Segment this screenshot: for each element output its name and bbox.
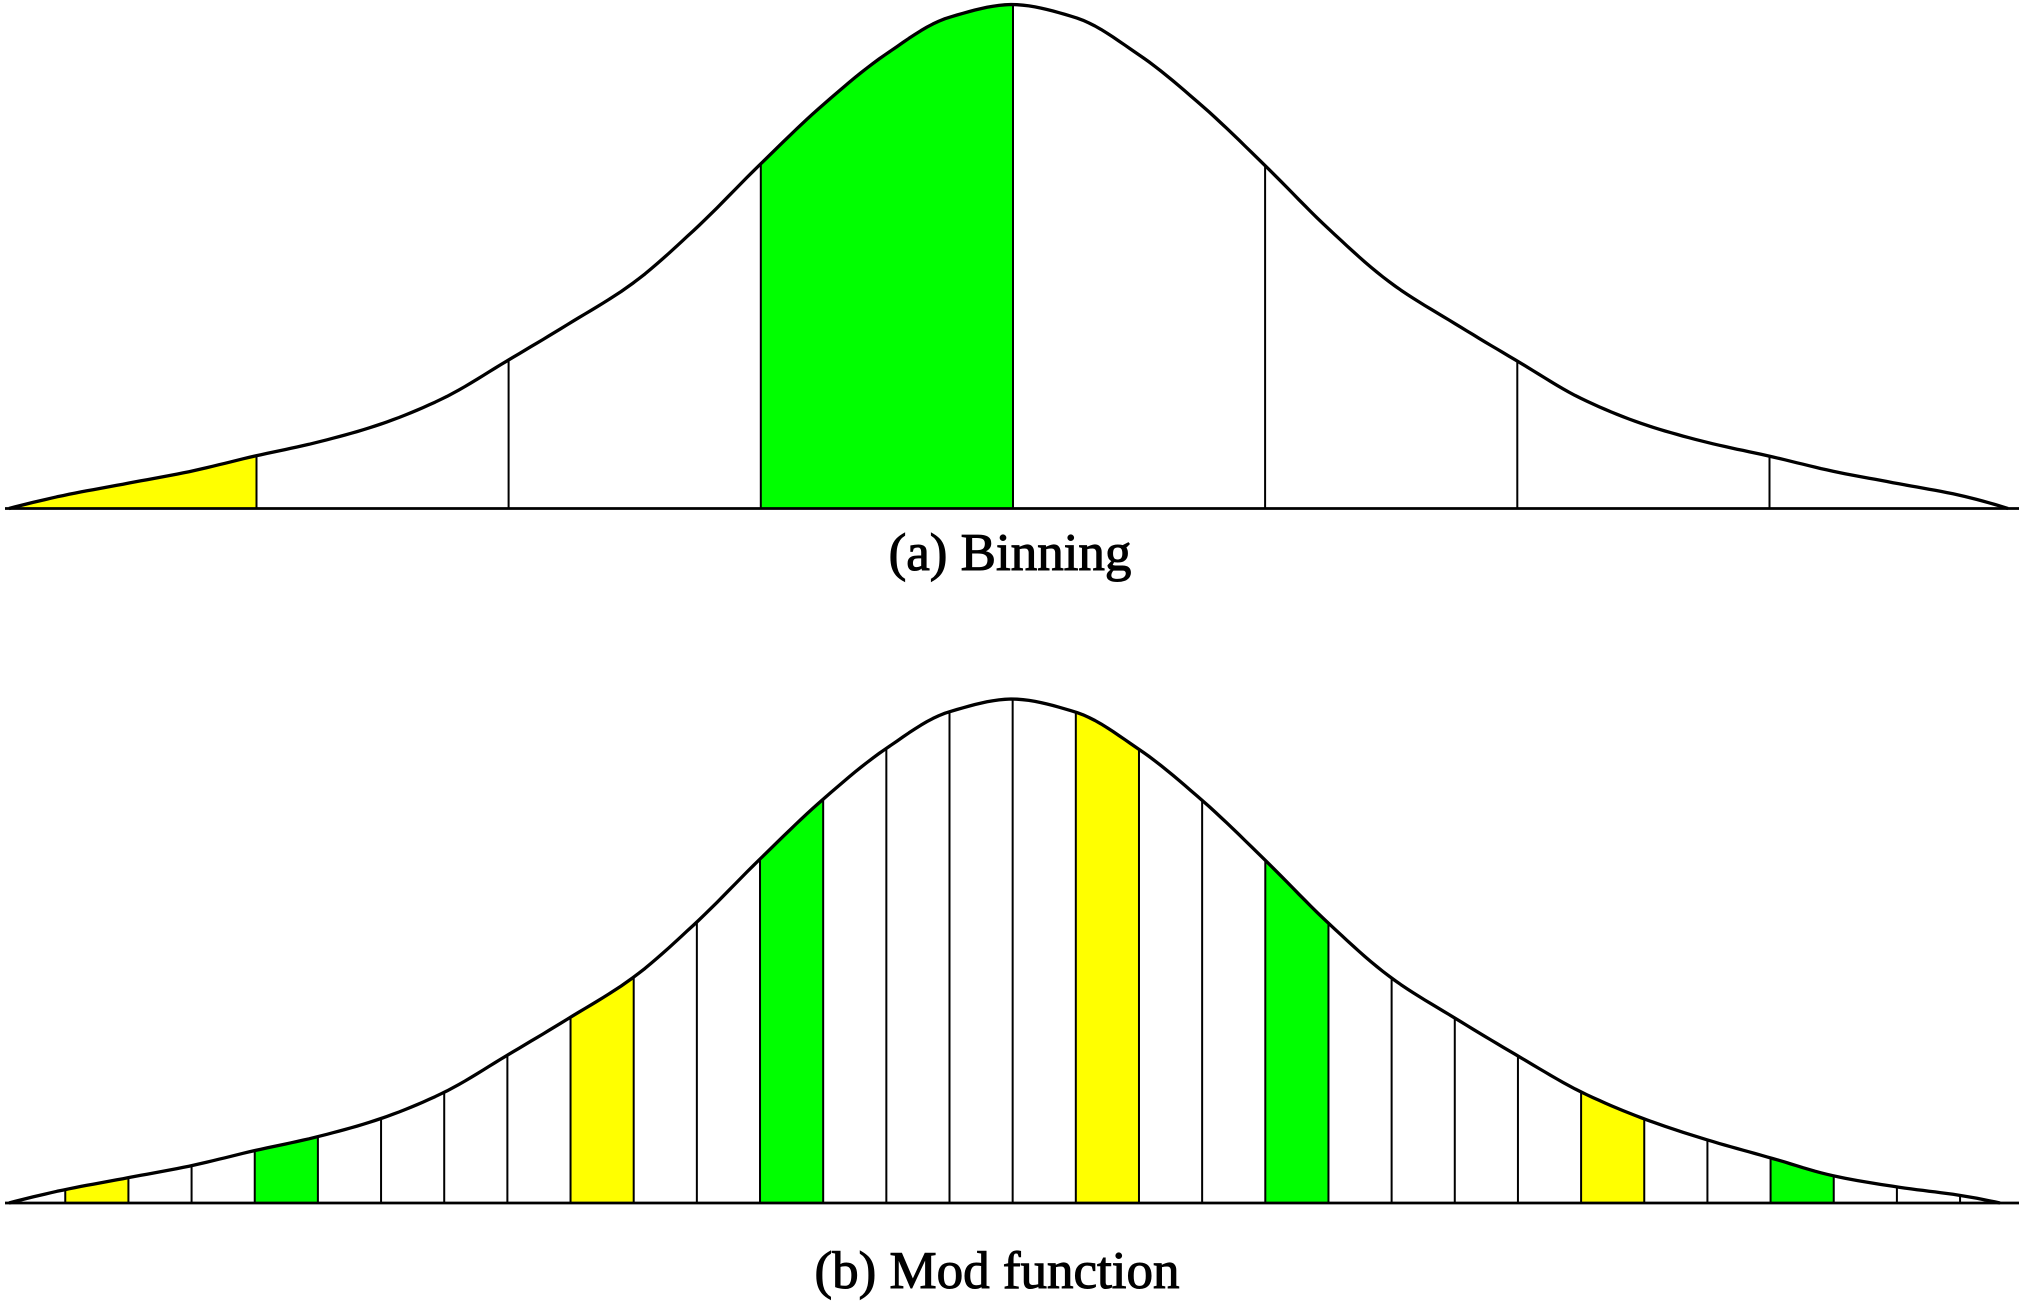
svg-text:(a) Binning: (a) Binning — [889, 524, 1132, 582]
svg-text:(b) Mod function: (b) Mod function — [814, 1242, 1179, 1300]
